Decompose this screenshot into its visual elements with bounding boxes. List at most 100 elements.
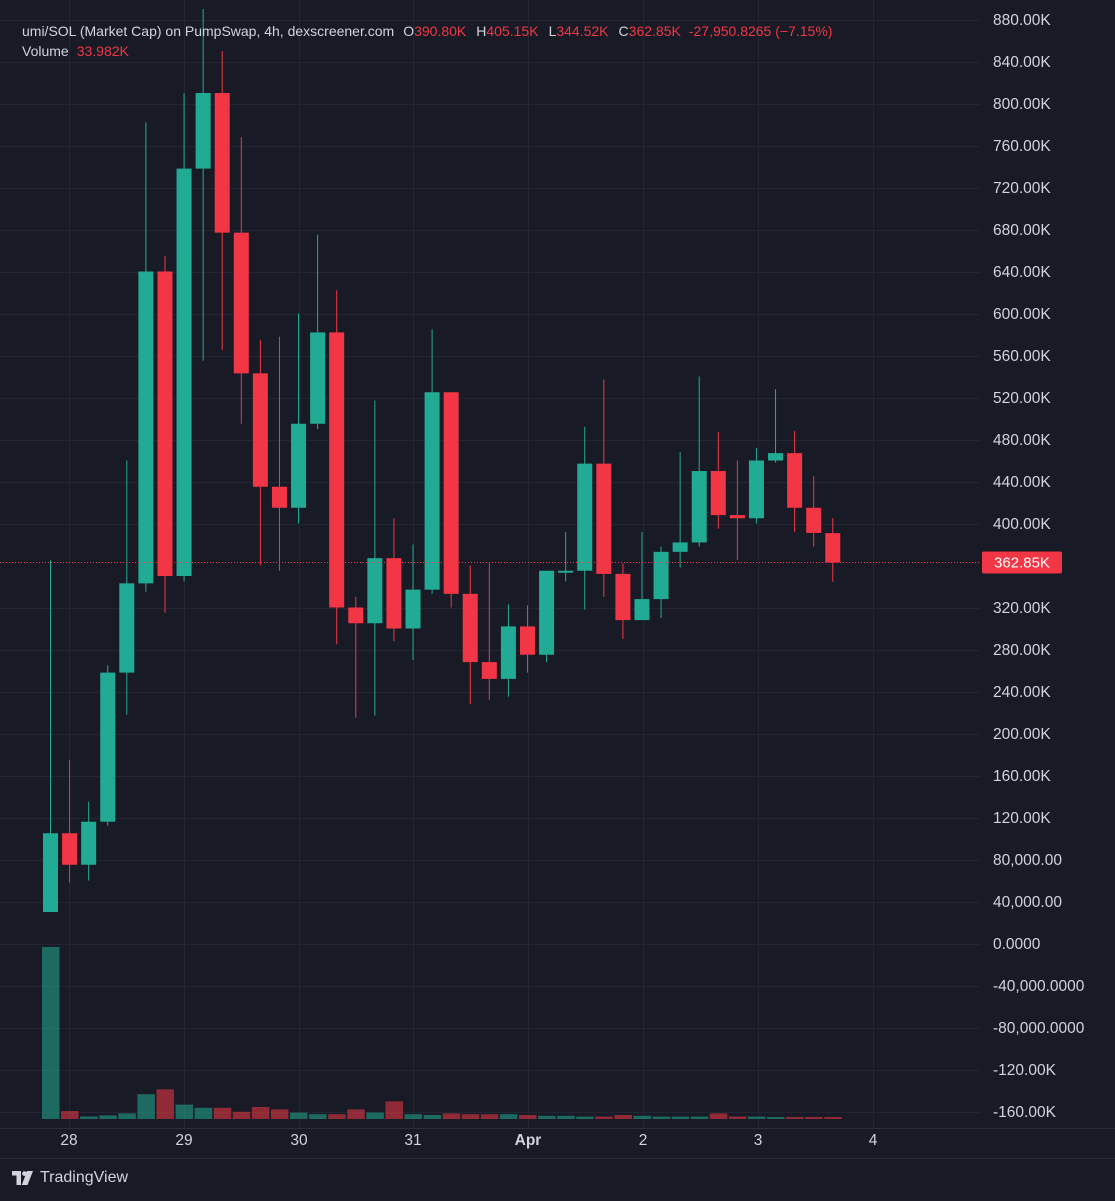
x-tick-label: 3 xyxy=(754,1132,763,1149)
candle-body xyxy=(195,93,211,169)
last-price-label: 362.85K xyxy=(994,555,1050,572)
candle[interactable] xyxy=(577,426,593,610)
candle[interactable] xyxy=(310,234,326,429)
candle[interactable] xyxy=(424,329,440,594)
candle[interactable] xyxy=(462,565,478,705)
volume-bar xyxy=(137,1094,155,1119)
candle[interactable] xyxy=(157,255,173,613)
candle[interactable] xyxy=(672,452,688,568)
candle[interactable] xyxy=(787,431,803,532)
x-axis: 28 29 30 31 Apr 2 3 4 xyxy=(0,1128,1115,1149)
volume-bar xyxy=(709,1113,728,1119)
y-tick-label: 680.00K xyxy=(993,222,1051,239)
volume-bar xyxy=(499,1114,518,1119)
y-tick-label: -120.00K xyxy=(993,1062,1057,1079)
candle[interactable] xyxy=(405,544,421,661)
candle[interactable] xyxy=(329,290,345,645)
volume-bar xyxy=(480,1114,499,1119)
y-tick-label: 880.00K xyxy=(993,12,1051,29)
volume-bar xyxy=(423,1115,442,1119)
candle-body xyxy=(748,460,764,519)
candles xyxy=(43,9,841,912)
y-tick-label: -160.00K xyxy=(993,1104,1057,1121)
candle[interactable] xyxy=(367,400,383,716)
tradingview-logo-icon xyxy=(12,1171,33,1185)
tradingview-brand[interactable]: TradingView xyxy=(12,1169,128,1187)
volume-bar xyxy=(80,1116,98,1119)
y-tick-label: 200.00K xyxy=(993,726,1051,743)
candle[interactable] xyxy=(81,801,97,881)
y-tick-label: 840.00K xyxy=(993,54,1051,71)
candle[interactable] xyxy=(348,597,364,718)
candle-body xyxy=(615,573,631,621)
candle[interactable] xyxy=(214,51,230,351)
volume-bar xyxy=(805,1117,823,1119)
volume-bar xyxy=(270,1109,289,1119)
candle[interactable] xyxy=(634,531,650,621)
candle-body xyxy=(119,583,135,673)
candle-body xyxy=(710,471,726,516)
candle-body xyxy=(43,833,58,912)
candle-body xyxy=(691,471,707,543)
candle[interactable] xyxy=(691,376,707,547)
candle[interactable] xyxy=(195,9,211,361)
candle[interactable] xyxy=(539,570,555,663)
candle[interactable] xyxy=(596,379,612,597)
y-tick-label: 160.00K xyxy=(993,768,1051,785)
candle-body xyxy=(310,332,326,424)
candle[interactable] xyxy=(138,122,154,592)
y-tick-label: 120.00K xyxy=(993,810,1051,827)
candle[interactable] xyxy=(500,604,516,697)
candle-body xyxy=(520,626,535,655)
volume-bar xyxy=(347,1109,365,1119)
candle-body xyxy=(462,593,478,663)
candle[interactable] xyxy=(43,560,58,912)
volume-label: Volume xyxy=(22,43,69,59)
candle[interactable] xyxy=(100,665,116,826)
candle[interactable] xyxy=(386,518,402,642)
volume-bar xyxy=(824,1117,842,1119)
x-tick-label: 29 xyxy=(175,1132,192,1149)
candle[interactable] xyxy=(233,137,249,424)
y-tick-label: 600.00K xyxy=(993,306,1051,323)
volume-bar xyxy=(61,1111,79,1119)
volume-bar xyxy=(595,1116,613,1119)
candle[interactable] xyxy=(615,563,631,639)
x-tick-label: 30 xyxy=(290,1132,308,1149)
candle[interactable] xyxy=(481,563,497,700)
candle-body xyxy=(443,392,459,594)
high-label: H xyxy=(476,23,487,39)
volume-bar xyxy=(442,1113,461,1119)
change-value: -27,950.8265 (−7.15%) xyxy=(688,23,833,39)
y-tick-label: 400.00K xyxy=(993,516,1051,533)
volume-bar xyxy=(99,1115,117,1119)
candle[interactable] xyxy=(62,759,78,883)
candle[interactable] xyxy=(119,460,135,715)
candle-body xyxy=(157,271,173,576)
candle[interactable] xyxy=(291,313,307,524)
candle-body xyxy=(825,533,841,563)
candle[interactable] xyxy=(252,339,268,566)
candle[interactable] xyxy=(710,432,726,529)
y-tick-label: 280.00K xyxy=(993,642,1051,659)
candle[interactable] xyxy=(729,460,745,561)
candle[interactable] xyxy=(653,546,669,618)
volume-bar xyxy=(652,1116,671,1119)
candle-body xyxy=(367,558,383,624)
candle[interactable] xyxy=(825,518,841,582)
candle[interactable] xyxy=(748,447,764,524)
candle-body xyxy=(653,551,669,600)
y-tick-label: 800.00K xyxy=(993,96,1051,113)
candle[interactable] xyxy=(271,336,287,571)
volume-bar xyxy=(309,1114,327,1119)
candle[interactable] xyxy=(176,93,192,582)
volume-bar xyxy=(404,1114,423,1119)
candle[interactable] xyxy=(520,605,535,673)
candle[interactable] xyxy=(806,476,822,547)
candlestick-chart[interactable]: 362.85K 880.00K 840.00K 800.00K 760.00K 720.… xyxy=(0,0,1115,1158)
candle[interactable] xyxy=(558,531,574,582)
candle[interactable] xyxy=(443,392,459,608)
volume-bar xyxy=(747,1116,766,1119)
candle[interactable] xyxy=(768,389,784,463)
volume-row: Volume 33.982K xyxy=(22,41,832,61)
